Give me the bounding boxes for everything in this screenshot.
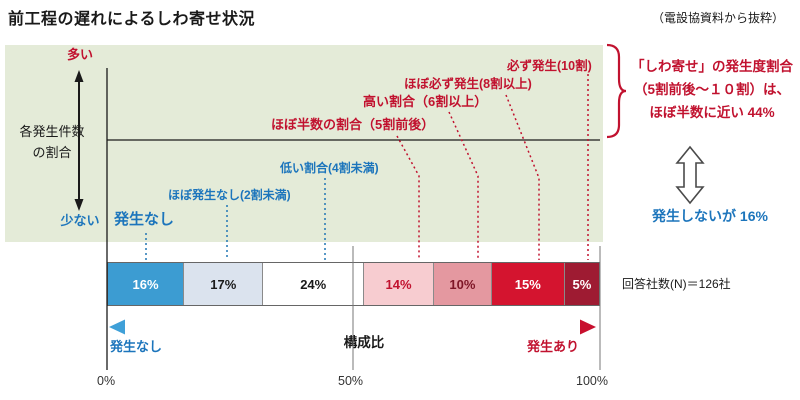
y-axis-high-label: 多い	[66, 47, 93, 62]
bar-segment-6: 15%	[490, 263, 564, 305]
category-label-almost-always: ほぼ必ず発生(8割以上)	[404, 77, 532, 91]
category-label-low-share: 低い割合(4割未満)	[280, 161, 379, 175]
x-tick-50: 50%	[338, 374, 364, 388]
y-axis-title: 各発生件数 の割合	[19, 124, 85, 160]
source-note: （電設協資料から抜粋）	[652, 11, 785, 25]
composition-left-label: 発生なし	[110, 339, 163, 354]
stacked-bar: 16% 17% 24% 14% 10% 15% 5%	[107, 262, 600, 306]
bar-segment-4: 14%	[363, 263, 434, 305]
bar-segment-3: 24%	[262, 263, 364, 305]
category-label-high-share: 高い割合（6割以上）	[363, 94, 488, 109]
x-tick-0: 0%	[97, 374, 116, 388]
distribution-panel	[5, 45, 603, 242]
y-axis-low-label: 少ない	[60, 213, 100, 228]
category-label-almost-none: ほぼ発生なし(2割未満)	[168, 188, 291, 202]
category-label-about-half: ほぼ半数の割合（5割前後）	[271, 117, 435, 132]
page-title: 前工程の遅れによるしわ寄せ状況	[8, 11, 256, 28]
updown-arrow-icon	[675, 145, 705, 205]
composition-right-label: 発生あり	[527, 339, 580, 354]
bar-segment-1: 16%	[108, 263, 184, 305]
composition-axis-title: 構成比	[343, 335, 385, 350]
x-tick-100: 100%	[576, 374, 608, 388]
respondents-note: 回答社数(N)＝126社	[622, 277, 731, 291]
bar-segment-2: 17%	[183, 263, 263, 305]
no-occurrence-summary-text: 発生しないが 16%	[652, 208, 768, 224]
category-label-no-occurrence: 発生なし	[114, 211, 175, 228]
occurrence-summary-text: 「しわ寄せ」の発生度割合 （5割前後～１０割）は、 ほぼ半数に近い 44%	[631, 59, 793, 120]
bar-segment-7: 5%	[563, 263, 599, 305]
bar-segment-5: 10%	[433, 263, 491, 305]
category-label-always: 必ず発生(10割)	[507, 59, 592, 73]
